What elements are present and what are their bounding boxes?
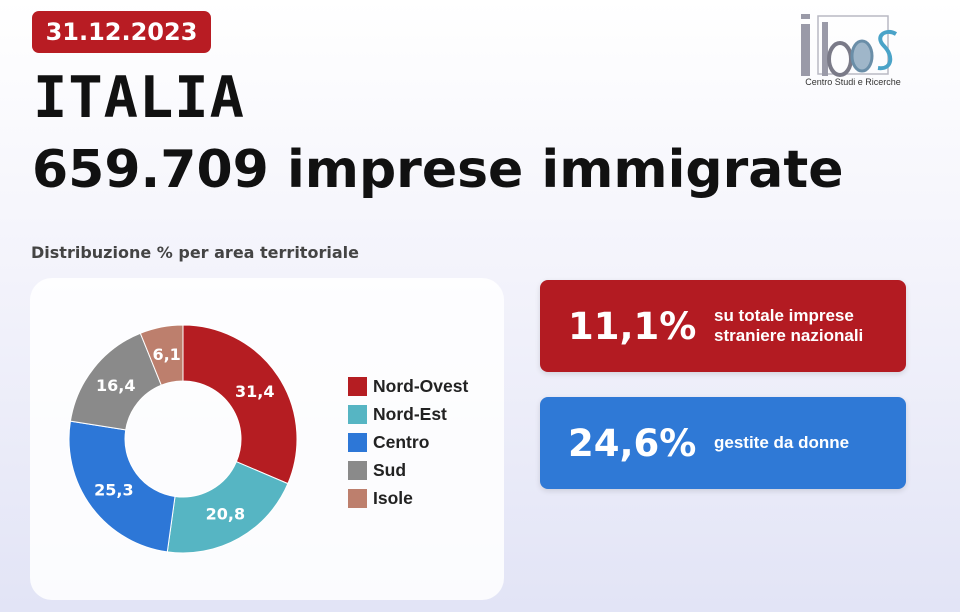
legend-item-sud: Sud — [348, 456, 468, 484]
donut-slice-isole — [139, 324, 184, 386]
legend-item-centro: Centro — [348, 428, 468, 456]
stat-card-total-share: 11,1% su totale imprese straniere nazion… — [540, 280, 906, 372]
slice-label-nord-ovest: 31,4 — [235, 382, 274, 401]
legend-label: Nord-Ovest — [373, 375, 469, 396]
chart-card: 31,4 20,8 25,3 16,4 6,1 Nord-Ovest Nord-Est … — [30, 278, 504, 600]
stat-card-women-share: 24,6% gestite da donne — [540, 397, 906, 489]
date-badge: 31.12.2023 — [32, 11, 211, 53]
slice-label-isole: 6,1 — [152, 345, 180, 364]
stat-description: gestite da donne — [714, 433, 850, 453]
legend-swatch — [348, 404, 367, 424]
logo-caption: Centro Studi e Ricerche — [805, 77, 901, 87]
donut-slice-nord-ovest — [182, 324, 298, 485]
legend-item-nord-est: Nord-Est — [348, 400, 468, 428]
stat-description: su totale imprese straniere nazionali — [714, 306, 864, 345]
legend-swatch — [348, 376, 367, 396]
legend-swatch — [348, 432, 367, 452]
chart-legend: Nord-Ovest Nord-Est Centro Sud Isole — [348, 372, 468, 512]
legend-item-nord-ovest: Nord-Ovest — [348, 372, 468, 400]
legend-swatch — [348, 460, 367, 480]
donut-slice-nord-est — [166, 461, 289, 554]
legend-label: Centro — [373, 431, 430, 452]
legend-item-isole: Isole — [348, 484, 468, 512]
donut-chart: 31,4 20,8 25,3 16,4 6,1 — [68, 324, 298, 554]
slice-label-sud: 16,4 — [96, 376, 135, 395]
idos-logo — [801, 14, 898, 77]
legend-swatch — [348, 488, 367, 508]
donut-slice-centro — [68, 420, 176, 553]
headline: 659.709 imprese immigrate — [32, 140, 844, 200]
legend-label: Isole — [373, 487, 413, 508]
stat-value: 11,1% — [568, 304, 697, 348]
slice-label-nord-est: 20,8 — [206, 504, 245, 523]
stat-value: 24,6% — [568, 421, 697, 465]
legend-label: Nord-Est — [373, 403, 447, 424]
slice-label-centro: 25,3 — [94, 481, 133, 500]
legend-label: Sud — [373, 459, 407, 480]
country-title: ITALIA — [33, 65, 245, 131]
chart-title: Distribuzione % per area territoriale — [31, 243, 359, 262]
